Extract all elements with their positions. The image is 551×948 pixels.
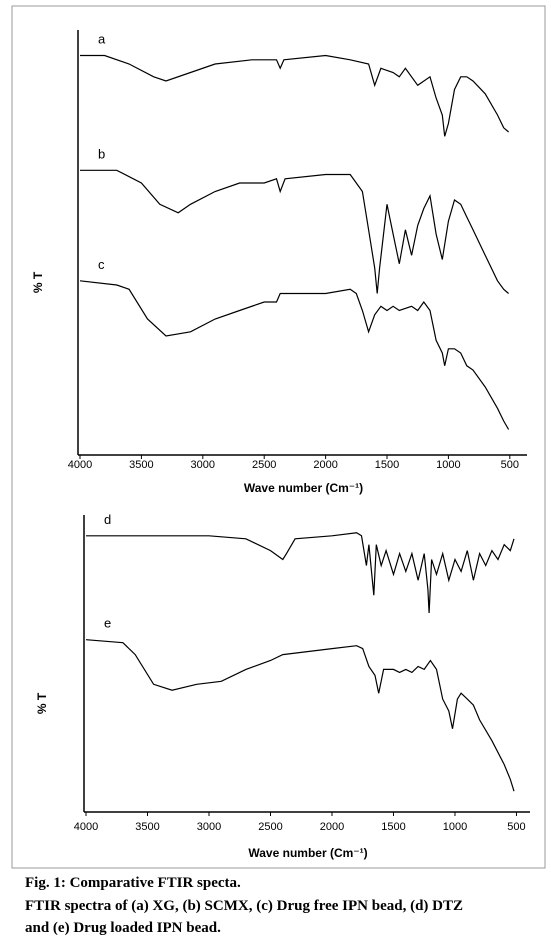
- x-tick-label: 3500: [129, 459, 153, 471]
- spectrum-line: [85, 639, 515, 792]
- x-tick-label: 1000: [436, 459, 460, 471]
- x-tick-label: 1500: [375, 459, 399, 471]
- curve-label: d: [104, 512, 111, 527]
- x-tick-label: 2500: [258, 821, 282, 833]
- y-axis-label: % T: [35, 692, 49, 714]
- x-tick-label: 2000: [320, 821, 344, 833]
- x-axis-label: Wave number (Cm⁻¹): [244, 481, 363, 495]
- x-tick-label: 1500: [381, 821, 405, 833]
- x-tick-label: 500: [507, 821, 525, 833]
- y-axis-label: % T: [31, 271, 45, 293]
- x-tick-label: 4000: [68, 459, 92, 471]
- spectrum-line: [86, 532, 515, 614]
- x-tick-label: 3000: [191, 459, 215, 471]
- x-tick-label: 2000: [313, 459, 337, 471]
- caption-line: and (e) Drug loaded IPN bead.: [25, 920, 221, 936]
- caption-title: Fig. 1: Comparative FTIR specta.: [25, 875, 241, 891]
- spectrum-line: [80, 169, 509, 294]
- x-tick-label: 1000: [443, 821, 467, 833]
- x-tick-label: 3000: [197, 821, 221, 833]
- x-axis-label: Wave number (Cm⁻¹): [248, 846, 367, 860]
- x-tick-label: 2500: [252, 459, 276, 471]
- x-tick-label: 4000: [74, 821, 98, 833]
- curve-label: a: [98, 32, 106, 47]
- curve-label: e: [104, 616, 111, 631]
- figure-frame: [11, 5, 546, 869]
- x-tick-label: 500: [501, 459, 519, 471]
- spectrum-line: [80, 54, 509, 137]
- caption-line: FTIR spectra of (a) XG, (b) SCMX, (c) Dr…: [25, 898, 463, 914]
- x-tick-label: 3500: [135, 821, 159, 833]
- curve-label: b: [98, 146, 105, 161]
- curve-label: c: [98, 257, 105, 272]
- spectrum-line: [79, 280, 510, 430]
